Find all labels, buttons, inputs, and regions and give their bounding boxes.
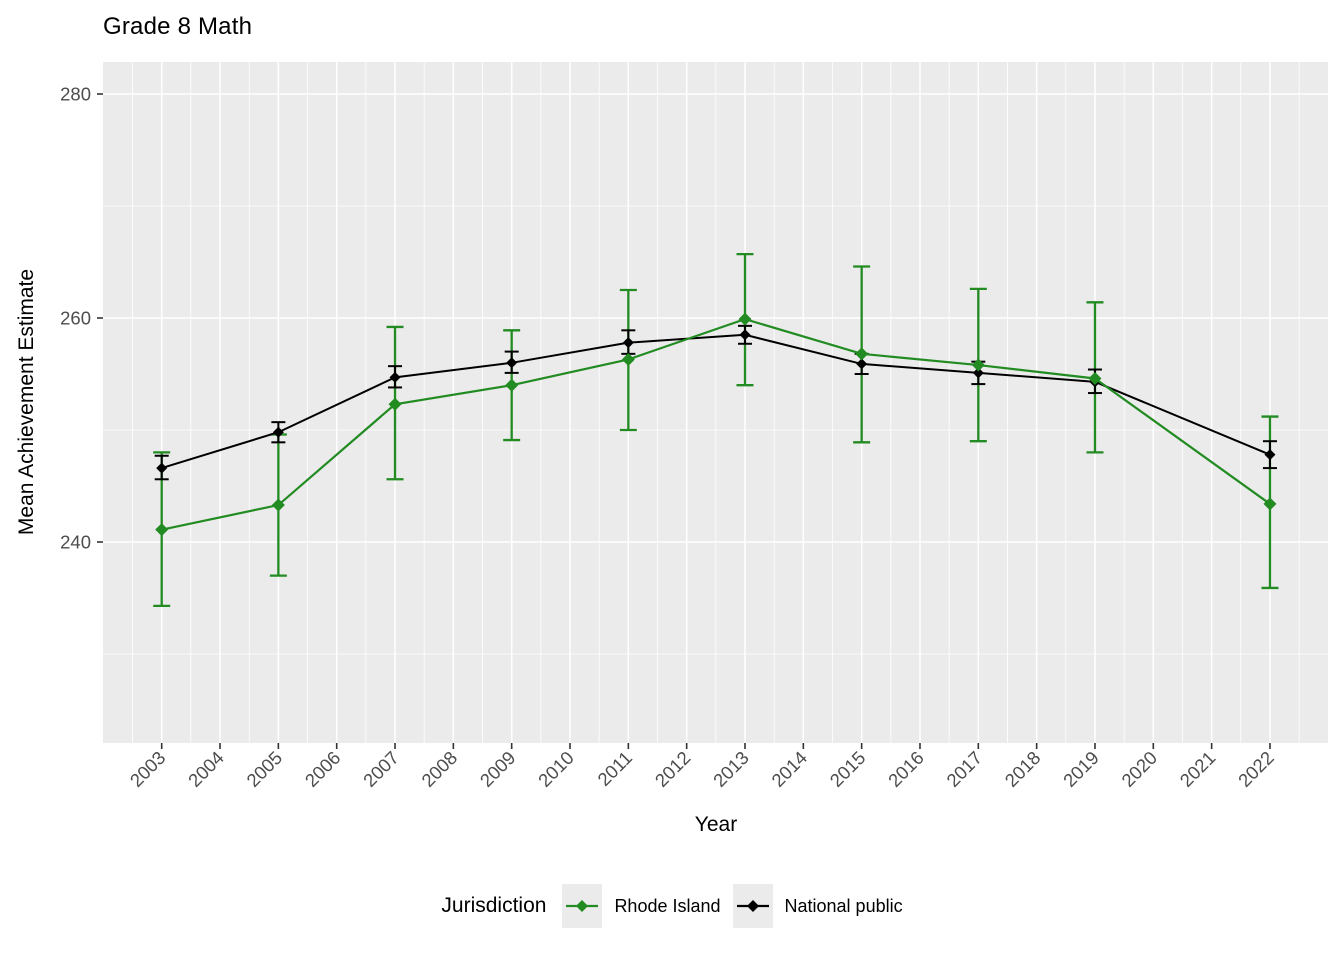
x-tick-label: 2008: [417, 747, 461, 791]
data-point: [505, 378, 519, 392]
legend-key-icon: [732, 884, 773, 928]
data-point: [971, 358, 985, 372]
chart-plot-area: 240 260 280 2003 2004 2005 2006 2007 2008 2009 201…: [60, 62, 1328, 791]
data-point: [1263, 497, 1277, 511]
x-tick-label: 2022: [1234, 747, 1278, 791]
series-line: [161, 317, 1271, 531]
y-tick-label: 240: [60, 532, 91, 553]
x-tick-label: 2006: [301, 747, 345, 791]
x-tick-label: 2007: [359, 747, 403, 791]
x-tick-label: 2021: [1176, 747, 1220, 791]
data-point: [856, 358, 868, 370]
data-point: [389, 371, 401, 383]
legend-label: National public: [784, 895, 903, 916]
legend-key-icon: [562, 884, 603, 928]
data-point: [388, 397, 402, 411]
y-tick-label: 280: [60, 84, 91, 105]
chart-title: Grade 8 Math: [103, 13, 253, 40]
data-point: [855, 347, 869, 361]
data-point: [621, 352, 635, 366]
x-tick-label: 2011: [593, 747, 636, 790]
data-point: [156, 462, 168, 474]
data-point: [272, 426, 284, 438]
data-point: [506, 357, 518, 369]
x-tick-label: 2013: [709, 747, 753, 791]
x-tick-label: 2019: [1059, 747, 1103, 791]
x-tick-label: 2018: [1001, 747, 1045, 791]
data-point: [1264, 449, 1276, 461]
legend-item-national-public: National public: [732, 884, 903, 928]
y-axis-title: Mean Achievement Estimate: [15, 268, 38, 536]
x-tick-label: 2009: [476, 747, 520, 791]
x-axis-title: Year: [694, 813, 738, 836]
data-point: [739, 329, 751, 341]
x-tick-label: 2012: [651, 747, 695, 791]
data-point: [972, 367, 984, 379]
y-tick-label: 260: [60, 308, 91, 329]
data-point: [622, 337, 634, 349]
x-tick-label: 2014: [767, 747, 811, 791]
x-tick-label: 2017: [942, 747, 986, 791]
x-tick-label: 2003: [126, 747, 170, 791]
data-point: [738, 312, 752, 326]
legend-item-rhode-island: Rhode Island: [562, 884, 721, 928]
data-point: [1088, 371, 1102, 385]
legend-label: Rhode Island: [614, 895, 721, 916]
data-point: [155, 523, 169, 537]
x-tick-label: 2010: [534, 747, 578, 791]
legend-title: Jurisdiction: [441, 894, 547, 917]
legend: Jurisdiction Rhode Island National public: [0, 884, 1344, 928]
x-tick-label: 2020: [1117, 747, 1161, 791]
data-point: [271, 498, 285, 512]
x-tick-label: 2016: [884, 747, 928, 791]
x-tick-label: 2005: [242, 747, 286, 791]
x-tick-label: 2004: [184, 747, 228, 791]
x-tick-label: 2015: [826, 747, 870, 791]
